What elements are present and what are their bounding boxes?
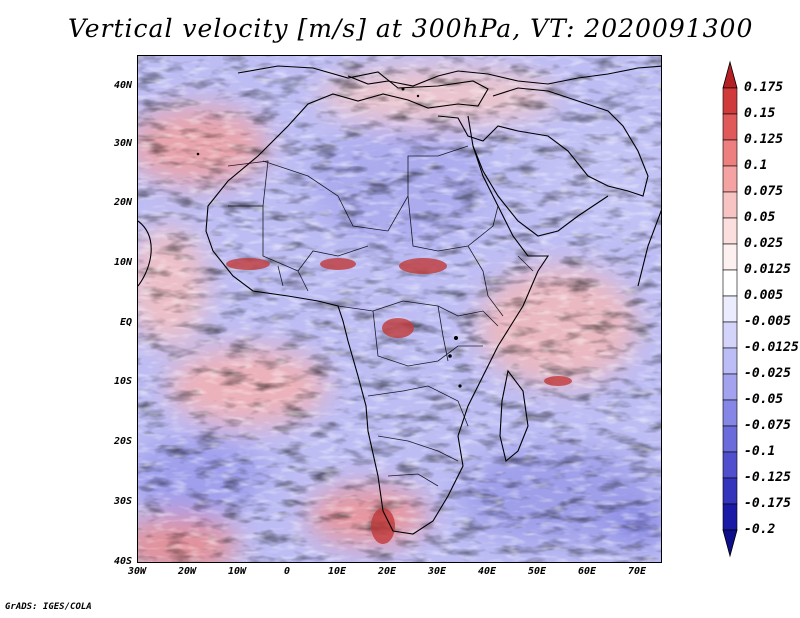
colorbar-cell: [722, 321, 738, 349]
lon-label-10e: 10E: [327, 566, 347, 577]
colorbar-cell: [722, 503, 738, 531]
lon-label-30e: 30E: [427, 566, 447, 577]
lat-label-40s: 40S: [113, 556, 132, 567]
colorbar-cell: [722, 191, 738, 219]
colorbar-cell: [722, 477, 738, 505]
lat-label-30n: 30N: [113, 138, 132, 149]
lon-label-40e: 40E: [477, 566, 497, 577]
colorbar-cell: [722, 269, 738, 297]
colorbar-cell: [722, 113, 738, 141]
convective-cores: [226, 258, 572, 544]
lat-label-10n: 10N: [113, 257, 132, 268]
colorbar-cell: [722, 87, 738, 115]
colorbar-cell: [722, 139, 738, 167]
lon-label-0: 0: [283, 566, 291, 577]
lon-label-20w: 20W: [177, 566, 197, 577]
colorbar: [722, 60, 738, 558]
colorbar-cell: [722, 165, 738, 193]
vertical-velocity-field: [138, 56, 661, 562]
lon-label-30w: 30W: [127, 566, 147, 577]
map-plot-area: [137, 55, 662, 563]
lon-label-10w: 10W: [227, 566, 247, 577]
colorbar-tick-label: 0.075: [744, 184, 784, 199]
lon-label-50e: 50E: [527, 566, 547, 577]
lat-label-30s: 30S: [113, 496, 132, 507]
colorbar-cell: [722, 399, 738, 427]
colorbar-cell: [722, 425, 738, 453]
colorbar-cell: [722, 243, 738, 271]
colorbar-tick-label: 0.005: [744, 288, 784, 303]
colorbar-tick-label: 0.125: [744, 132, 784, 147]
colorbar-tick-label: -0.1: [744, 444, 776, 459]
chart-title: Vertical velocity [m/s] at 300hPa, VT: 2…: [68, 14, 754, 43]
lon-label-60e: 60E: [577, 566, 597, 577]
colorbar-tick-label: 0.025: [744, 236, 784, 251]
colorbar-top-arrow: [722, 60, 738, 89]
colorbar-tick-label: -0.025: [744, 366, 791, 381]
lon-label-20e: 20E: [377, 566, 397, 577]
colorbar-cell: [722, 295, 738, 323]
colorbar-cell: [722, 347, 738, 375]
colorbar-tick-label: 0.175: [744, 80, 784, 95]
colorbar-cell: [722, 373, 738, 401]
colorbar-tick-label: 0.15: [744, 106, 776, 121]
lon-label-70e: 70E: [627, 566, 647, 577]
colorbar-tick-label: -0.0125: [744, 340, 799, 355]
colorbar-tick-label: -0.2: [744, 522, 776, 537]
colorbar-tick-label: -0.05: [744, 392, 784, 407]
coastlines: [138, 65, 661, 535]
lat-label-20n: 20N: [113, 197, 132, 208]
lat-label-10s: 10S: [113, 376, 132, 387]
colorbar-tick-label: 0.0125: [744, 262, 791, 277]
colorbar-bottom-arrow: [722, 529, 738, 558]
lakes: [196, 87, 462, 388]
colorbar-tick-label: -0.125: [744, 470, 791, 485]
colorbar-cell: [722, 451, 738, 479]
colorbar-tick-label: -0.005: [744, 314, 791, 329]
lat-label-20s: 20S: [113, 436, 132, 447]
country-borders: [227, 145, 534, 487]
lat-label-40n: 40N: [113, 80, 132, 91]
grads-credit: GrADS: IGES/COLA: [5, 602, 92, 612]
lat-label-eq: EQ: [119, 317, 132, 328]
colorbar-tick-label: 0.1: [744, 158, 768, 173]
colorbar-cell: [722, 217, 738, 245]
colorbar-tick-label: -0.075: [744, 418, 791, 433]
colorbar-tick-label: 0.05: [744, 210, 776, 225]
colorbar-tick-label: -0.175: [744, 496, 791, 511]
